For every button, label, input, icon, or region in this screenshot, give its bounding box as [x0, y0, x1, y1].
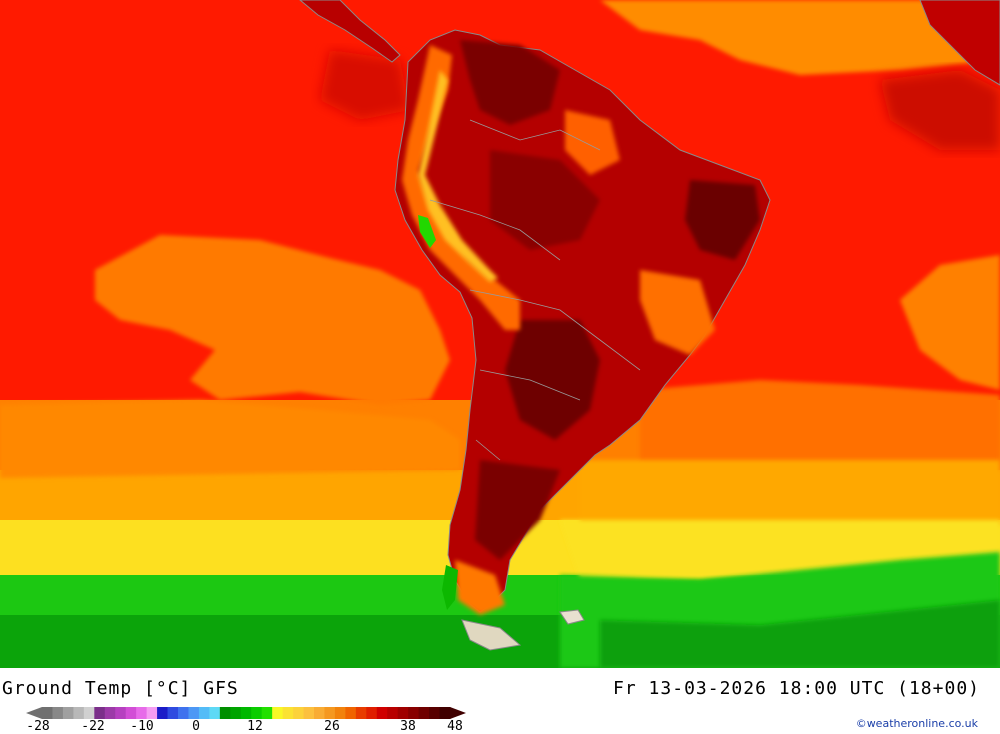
legend-tick-label: -10 [130, 719, 154, 734]
legend-tick-label: 48 [447, 719, 463, 734]
temperature-map [0, 0, 1000, 668]
legend-swatch [157, 707, 169, 719]
legend-arrow-low [26, 707, 42, 719]
legend-swatch [282, 707, 294, 719]
legend-arrow-high [450, 707, 466, 719]
legend-tick-label: -22 [81, 719, 105, 734]
atlantic-cool-patch [900, 255, 1000, 390]
legend-tick-label: -28 [26, 719, 50, 734]
legend-swatch [418, 707, 430, 719]
legend-swatch [94, 707, 106, 719]
country-borders [429, 119, 641, 461]
legend-tick-label: 0 [192, 719, 200, 734]
legend-swatch [178, 707, 189, 719]
falkland-islands [559, 609, 585, 625]
pacific-band-orange [0, 400, 460, 478]
legend-swatch [272, 707, 284, 719]
legend-swatch [136, 707, 148, 719]
se-brazil-highland [640, 270, 715, 355]
map-title: Ground Temp [°C] GFS [2, 678, 239, 699]
land-very-hot-chaco [505, 320, 600, 440]
legend-swatch [251, 707, 263, 719]
patagonia-tip [455, 560, 505, 615]
brazil-highland-patch [565, 110, 620, 175]
legend-swatch [355, 707, 367, 719]
legend-swatch [115, 707, 127, 719]
legend-swatch [52, 707, 64, 719]
pacific-cool-patch [95, 235, 450, 405]
andes-cool-core [418, 70, 498, 282]
atlantic-amber-band [580, 460, 1000, 530]
africa-edge-land [919, 0, 1000, 86]
patagonia-andes-green [442, 565, 458, 610]
map-footer: Ground Temp [°C] GFS Fr 13-03-2026 18:00… [0, 668, 1000, 734]
legend-swatch [293, 707, 305, 719]
legend-swatch [439, 707, 451, 719]
land-very-hot-north [460, 40, 560, 125]
legend-swatch [188, 707, 200, 719]
central-america-land [299, 0, 401, 63]
legend-swatch [397, 707, 409, 719]
legend-swatch [366, 707, 378, 719]
legend-tick-label: 12 [247, 719, 263, 734]
legend-tick-label: 38 [400, 719, 416, 734]
legend-swatch [345, 707, 357, 719]
legend-swatch [240, 707, 252, 719]
legend-swatch [261, 707, 273, 719]
legend-swatch [387, 707, 399, 719]
andes-green-spot [418, 215, 436, 248]
color-scale-legend [26, 707, 466, 719]
legend-swatch [219, 707, 231, 719]
legend-swatch [125, 707, 137, 719]
source-credit: ©weatheronline.co.uk [855, 717, 978, 730]
dark-red-ocean-patch-nw [320, 50, 410, 120]
tierra-del-fuego [461, 619, 522, 651]
legend-swatch [429, 707, 441, 719]
dark-red-ocean-patch-ne [880, 70, 1000, 150]
legend-swatch [198, 707, 210, 719]
legend-swatch [83, 707, 95, 719]
legend-swatch [167, 707, 179, 719]
legend-swatch [324, 707, 336, 719]
legend-tick-label: 26 [324, 719, 340, 734]
land-very-hot-pampas [475, 460, 560, 560]
land-very-hot-amazon [490, 150, 600, 250]
legend-swatch [146, 707, 158, 719]
legend-swatch [104, 707, 116, 719]
land-very-hot-ne-brazil [685, 180, 760, 260]
legend-swatch [62, 707, 74, 719]
map-timestamp: Fr 13-03-2026 18:00 UTC (18+00) [613, 678, 980, 699]
legend-swatch [303, 707, 315, 719]
legend-swatch [314, 707, 325, 719]
legend-swatch [230, 707, 242, 719]
legend-swatch [334, 707, 346, 719]
atlantic-orange-band [640, 380, 1000, 470]
legend-swatch [42, 707, 53, 719]
south-deep-green [600, 600, 1000, 668]
caribbean-orange-patch [600, 0, 1000, 75]
legend-swatch [408, 707, 420, 719]
legend-swatch [376, 707, 388, 719]
legend-swatch [209, 707, 221, 719]
legend-swatch [73, 707, 85, 719]
